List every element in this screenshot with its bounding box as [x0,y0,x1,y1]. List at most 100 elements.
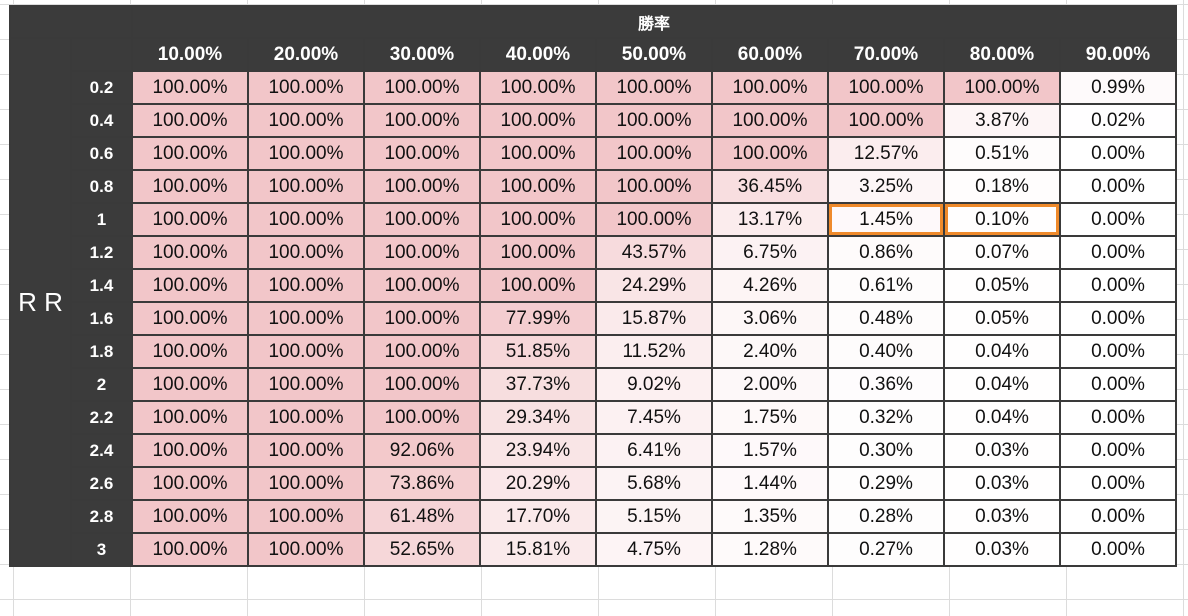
row-header[interactable]: 0.2 [70,70,133,105]
table-cell[interactable]: 100.00% [247,400,365,435]
table-cell[interactable]: 100.00% [247,136,365,171]
table-cell[interactable]: 0.04% [943,334,1061,369]
table-cell[interactable]: 100.00% [131,334,249,369]
table-cell[interactable]: 0.03% [943,466,1061,501]
table-cell[interactable]: 0.36% [827,367,945,402]
table-cell[interactable]: 100.00% [595,103,713,138]
table-cell[interactable]: 17.70% [479,499,597,534]
table-cell[interactable]: 3.87% [943,103,1061,138]
table-cell[interactable]: 0.03% [943,499,1061,534]
table-cell[interactable]: 100.00% [479,169,597,204]
table-cell[interactable]: 6.75% [711,235,829,270]
table-cell[interactable]: 0.00% [1059,433,1177,468]
table-cell[interactable]: 0.18% [943,169,1061,204]
highlighted-cell[interactable]: 0.10% [943,202,1061,237]
table-cell[interactable]: 0.32% [827,400,945,435]
table-cell[interactable]: 100.00% [131,466,249,501]
table-cell[interactable]: 0.61% [827,268,945,303]
table-cell[interactable]: 100.00% [247,499,365,534]
table-cell[interactable]: 37.73% [479,367,597,402]
table-cell[interactable]: 77.99% [479,301,597,336]
row-header[interactable]: 1.4 [70,268,133,303]
table-cell[interactable]: 100.00% [131,367,249,402]
table-cell[interactable]: 7.45% [595,400,713,435]
table-cell[interactable]: 0.05% [943,301,1061,336]
table-cell[interactable]: 100.00% [363,103,481,138]
table-cell[interactable]: 0.00% [1059,499,1177,534]
title-corner[interactable] [9,5,133,39]
row-axis-label[interactable]: R R [9,37,72,567]
table-cell[interactable]: 100.00% [131,169,249,204]
table-cell[interactable]: 100.00% [595,169,713,204]
table-cell[interactable]: 1.35% [711,499,829,534]
table-cell[interactable]: 1.28% [711,532,829,567]
table-cell[interactable]: 0.27% [827,532,945,567]
table-cell[interactable]: 3.06% [711,301,829,336]
table-cell[interactable]: 9.02% [595,367,713,402]
table-cell[interactable]: 100.00% [363,400,481,435]
row-header[interactable]: 1.2 [70,235,133,270]
row-header[interactable]: 3 [70,532,133,567]
table-cell[interactable]: 100.00% [363,235,481,270]
table-cell[interactable]: 100.00% [247,70,365,105]
table-cell[interactable]: 100.00% [363,334,481,369]
column-header[interactable]: 60.00% [711,37,829,72]
table-cell[interactable]: 0.05% [943,268,1061,303]
column-header[interactable]: 30.00% [363,37,481,72]
highlighted-cell[interactable]: 1.45% [827,202,945,237]
table-cell[interactable]: 0.00% [1059,235,1177,270]
table-cell[interactable]: 20.29% [479,466,597,501]
table-cell[interactable]: 29.34% [479,400,597,435]
table-cell[interactable]: 0.86% [827,235,945,270]
table-cell[interactable]: 100.00% [247,466,365,501]
table-cell[interactable]: 61.48% [363,499,481,534]
table-cell[interactable]: 0.28% [827,499,945,534]
table-cell[interactable]: 100.00% [247,367,365,402]
table-cell[interactable]: 5.15% [595,499,713,534]
table-cell[interactable]: 100.00% [595,70,713,105]
table-cell[interactable]: 0.03% [943,532,1061,567]
table-cell[interactable]: 100.00% [247,103,365,138]
table-cell[interactable]: 0.00% [1059,268,1177,303]
table-cell[interactable]: 100.00% [247,235,365,270]
table-cell[interactable]: 100.00% [711,136,829,171]
table-cell[interactable]: 100.00% [247,532,365,567]
table-cell[interactable]: 13.17% [711,202,829,237]
table-cell[interactable]: 92.06% [363,433,481,468]
table-cell[interactable]: 0.03% [943,433,1061,468]
row-header[interactable]: 1 [70,202,133,237]
column-header[interactable]: 80.00% [943,37,1061,72]
table-cell[interactable]: 100.00% [827,103,945,138]
table-cell[interactable]: 1.75% [711,400,829,435]
table-cell[interactable]: 36.45% [711,169,829,204]
table-cell[interactable]: 100.00% [595,136,713,171]
table-cell[interactable]: 100.00% [363,268,481,303]
row-header[interactable]: 2 [70,367,133,402]
column-header[interactable]: 70.00% [827,37,945,72]
table-cell[interactable]: 15.87% [595,301,713,336]
table-cell[interactable]: 100.00% [363,367,481,402]
row-header[interactable]: 2.2 [70,400,133,435]
table-cell[interactable]: 0.00% [1059,169,1177,204]
table-cell[interactable]: 100.00% [363,70,481,105]
table-cell[interactable]: 100.00% [711,70,829,105]
column-header[interactable]: 90.00% [1059,37,1177,72]
table-cell[interactable]: 0.02% [1059,103,1177,138]
table-cell[interactable]: 100.00% [247,433,365,468]
table-cell[interactable]: 100.00% [479,70,597,105]
table-cell[interactable]: 100.00% [131,136,249,171]
table-cell[interactable]: 1.57% [711,433,829,468]
table-cell[interactable]: 100.00% [247,334,365,369]
table-cell[interactable]: 100.00% [711,103,829,138]
row-header[interactable]: 2.6 [70,466,133,501]
table-cell[interactable]: 0.40% [827,334,945,369]
table-cell[interactable]: 100.00% [595,202,713,237]
row-header[interactable]: 1.8 [70,334,133,369]
column-header[interactable]: 40.00% [479,37,597,72]
table-cell[interactable]: 0.04% [943,367,1061,402]
row-header[interactable]: 1.6 [70,301,133,336]
table-cell[interactable]: 100.00% [131,268,249,303]
table-cell[interactable]: 11.52% [595,334,713,369]
table-cell[interactable]: 100.00% [247,301,365,336]
table-cell[interactable]: 100.00% [247,202,365,237]
